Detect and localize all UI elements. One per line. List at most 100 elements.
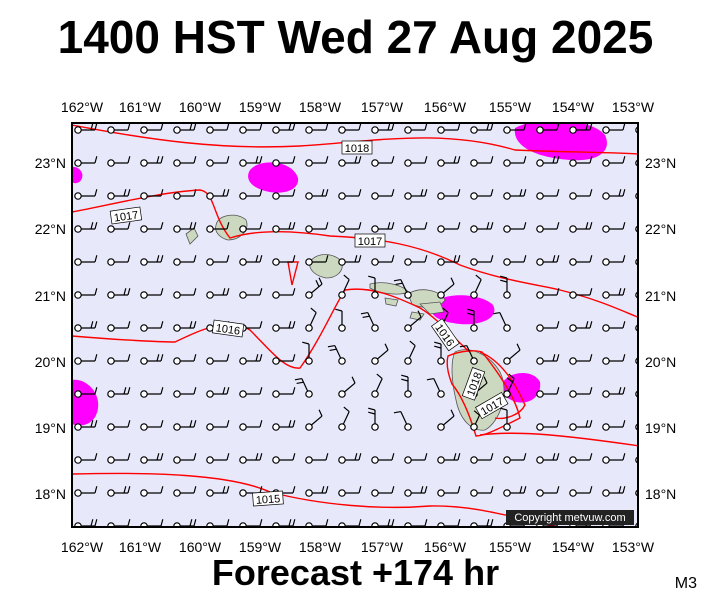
forecast-label: Forecast +174 hr <box>211 552 500 593</box>
wind-barb <box>371 453 395 464</box>
wind-barb <box>107 123 131 134</box>
wind-barb <box>239 189 263 200</box>
wind-barb <box>107 288 131 299</box>
wind-barb <box>239 255 263 266</box>
isobar-label: 1018 <box>341 140 373 155</box>
wind-barb <box>206 189 230 200</box>
lon-tick-top: 157°W <box>361 99 404 115</box>
island <box>215 214 248 241</box>
wind-barb <box>272 255 296 266</box>
wind-barb <box>404 189 428 200</box>
lon-tick-bottom: 153°W <box>612 539 655 555</box>
wind-barb <box>74 420 98 431</box>
wind-barb <box>140 354 164 365</box>
wind-barb <box>393 279 412 299</box>
wind-barb <box>74 453 98 464</box>
wind-barb <box>393 411 412 431</box>
wind-barb <box>635 258 638 266</box>
wind-barb <box>569 189 593 200</box>
isobar-line <box>72 124 638 155</box>
wind-barb <box>437 486 461 497</box>
wind-barb <box>305 189 329 200</box>
wind-barb <box>536 156 560 167</box>
wind-barb <box>338 189 362 200</box>
wind-barb <box>107 486 131 497</box>
wind-barb <box>338 376 356 398</box>
wind-barb <box>602 156 626 167</box>
lon-tick-top: 161°W <box>119 99 162 115</box>
lon-tick-top: 154°W <box>552 99 595 115</box>
rain-area <box>431 295 495 325</box>
model-label: M3 <box>674 575 697 592</box>
wind-barb <box>635 456 638 464</box>
wind-barb <box>338 274 350 299</box>
axis-ticks: 162°W 162°W 161°W 161°W 160°W 160°W 159°W 159°W… <box>35 99 677 555</box>
wind-barb <box>470 255 494 266</box>
wind-barb <box>272 156 296 167</box>
wind-barb <box>536 222 560 233</box>
wind-barb <box>107 420 131 431</box>
wind-barb <box>140 123 164 134</box>
wind-barb <box>272 420 296 431</box>
wind-barb <box>272 123 296 134</box>
wind-barb <box>437 222 461 233</box>
wind-barb <box>140 387 164 398</box>
isobar-label: 1017 <box>354 233 386 248</box>
wind-barb <box>569 123 593 134</box>
wind-barb <box>602 420 626 431</box>
wind-barb <box>602 387 626 398</box>
lon-tick-bottom: 160°W <box>179 539 222 555</box>
wind-barb <box>569 288 593 299</box>
wind-barb <box>401 374 412 398</box>
lat-tick-right: 19°N <box>645 420 676 436</box>
lon-tick-top: 155°W <box>489 99 532 115</box>
wind-barb <box>272 321 296 332</box>
wind-barb <box>536 486 560 497</box>
wind-barb <box>368 275 379 299</box>
wind-barb <box>74 255 98 266</box>
wind-barb <box>173 222 197 233</box>
wind-barb <box>404 310 422 332</box>
wind-barb <box>294 378 313 398</box>
wind-barb <box>602 486 626 497</box>
wind-barb <box>404 156 428 167</box>
wind-barb <box>140 156 164 167</box>
wind-barb <box>140 189 164 200</box>
copyright-box: Copyright metvuw.com <box>506 510 634 525</box>
wind-barb <box>140 453 164 464</box>
wind-barb <box>107 222 131 233</box>
wind-barb <box>437 189 461 200</box>
wind-barb <box>503 222 527 233</box>
wind-barb <box>74 123 98 134</box>
wind-barb <box>635 324 638 332</box>
lon-tick-top: 153°W <box>612 99 655 115</box>
lon-tick-bottom: 162°W <box>61 539 104 555</box>
wind-barb <box>272 387 296 398</box>
lat-tick-left: 19°N <box>35 420 66 436</box>
wind-barb <box>140 321 164 332</box>
wind-barb <box>272 354 296 365</box>
wind-barb <box>503 343 521 365</box>
lon-tick-bottom: 155°W <box>489 539 532 555</box>
wind-barb <box>368 407 379 431</box>
wind-barb <box>371 156 395 167</box>
wind-barb <box>206 486 230 497</box>
wind-barb <box>239 420 263 431</box>
wind-barb <box>140 222 164 233</box>
wind-barb <box>74 486 98 497</box>
wind-barb <box>371 222 395 233</box>
lon-tick-top: 158°W <box>299 99 342 115</box>
lon-tick-top: 159°W <box>239 99 282 115</box>
wind-barb <box>107 321 131 332</box>
wind-barb <box>602 321 626 332</box>
wind-barb <box>492 312 511 332</box>
lon-tick-top: 160°W <box>179 99 222 115</box>
wind-barb <box>239 156 263 167</box>
wind-barb <box>602 123 626 134</box>
wind-barb <box>360 312 379 332</box>
island <box>185 227 199 245</box>
lat-tick-left: 18°N <box>35 486 66 502</box>
wind-barb <box>635 192 638 200</box>
wind-barb <box>536 387 560 398</box>
wind-barb <box>569 222 593 233</box>
